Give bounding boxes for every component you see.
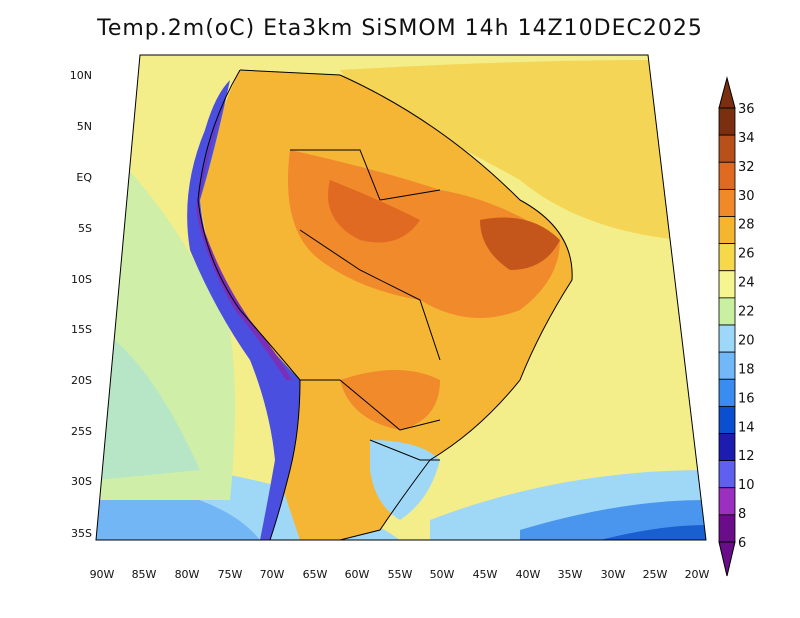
lon-label: 60W [345,568,370,581]
colorbar-segment [718,405,736,434]
lon-label: 70W [260,568,285,581]
lon-label: 25W [643,568,668,581]
lon-label: 75W [218,568,243,581]
colorbar-label: 24 [738,276,755,291]
temperature-field [96,55,706,540]
lat-label: 5N [77,120,92,133]
lon-label: 40W [516,568,541,581]
colorbar-segment [718,270,736,299]
lat-label: 30S [71,475,92,488]
lat-label: 20S [71,374,92,387]
colorbar-segment [718,378,736,407]
colorbar-label: 8 [738,507,746,522]
colorbar-label: 30 [738,189,755,204]
colorbar-label: 14 [738,420,755,435]
lon-label: 35W [558,568,583,581]
lon-label: 50W [430,568,455,581]
colorbar-segment [718,324,736,353]
colorbar-label: 34 [738,131,755,146]
lon-label: 45W [473,568,498,581]
colorbar-label: 22 [738,305,755,320]
colorbar-segment [718,243,736,272]
colorbar-segment [718,297,736,326]
colorbar-label: 6 [738,536,746,551]
colorbar-top-arrow [718,76,736,109]
colorbar-label: 10 [738,478,755,493]
lat-label: 10S [71,273,92,286]
lat-label: 5S [78,222,92,235]
country-borders [197,69,573,540]
colorbar: 6 8 10 12 14 16 18 20 22 24 26 28 30 32 34 36 [718,76,755,577]
colorbar-segment [718,134,736,163]
map-frame [95,54,707,541]
colorbar-segment [718,107,736,136]
colorbar-segment [718,514,736,543]
lon-label: 80W [175,568,200,581]
colorbar-bottom-arrow [718,541,736,577]
colorbar-segment [718,216,736,245]
colorbar-label: 32 [738,160,755,175]
colorbar-label: 36 [738,102,755,117]
lon-label: 85W [132,568,157,581]
colorbar-label: 26 [738,247,755,262]
colorbar-segment [718,487,736,516]
colorbar-segment [718,351,736,380]
lat-label: EQ [76,171,92,184]
map-title: Temp.2m(oC) Eta3km SiSMOM 14h 14Z10DEC20… [97,16,703,41]
colorbar-label: 12 [738,449,755,464]
lon-label: 30W [601,568,626,581]
lon-label: 65W [303,568,328,581]
colorbar-segment [718,188,736,217]
lat-label: 15S [71,323,92,336]
colorbar-label: 20 [738,333,755,348]
lat-label: 10N [70,69,92,82]
latitude-axis: 10N 5N EQ 5S 10S 15S 20S 25S 30S 35S [70,69,93,540]
colorbar-segment [718,433,736,462]
longitude-axis: 90W 85W 80W 75W 70W 65W 60W 55W 50W 45W … [90,568,710,581]
colorbar-label: 16 [738,391,755,406]
colorbar-segment [718,161,736,190]
lon-label: 55W [388,568,413,581]
lon-label: 90W [90,568,115,581]
colorbar-label: 28 [738,218,755,233]
lon-label: 20W [685,568,710,581]
colorbar-segment [718,460,736,489]
lat-label: 25S [71,425,92,438]
lat-label: 35S [71,527,92,540]
colorbar-label: 18 [738,362,755,377]
